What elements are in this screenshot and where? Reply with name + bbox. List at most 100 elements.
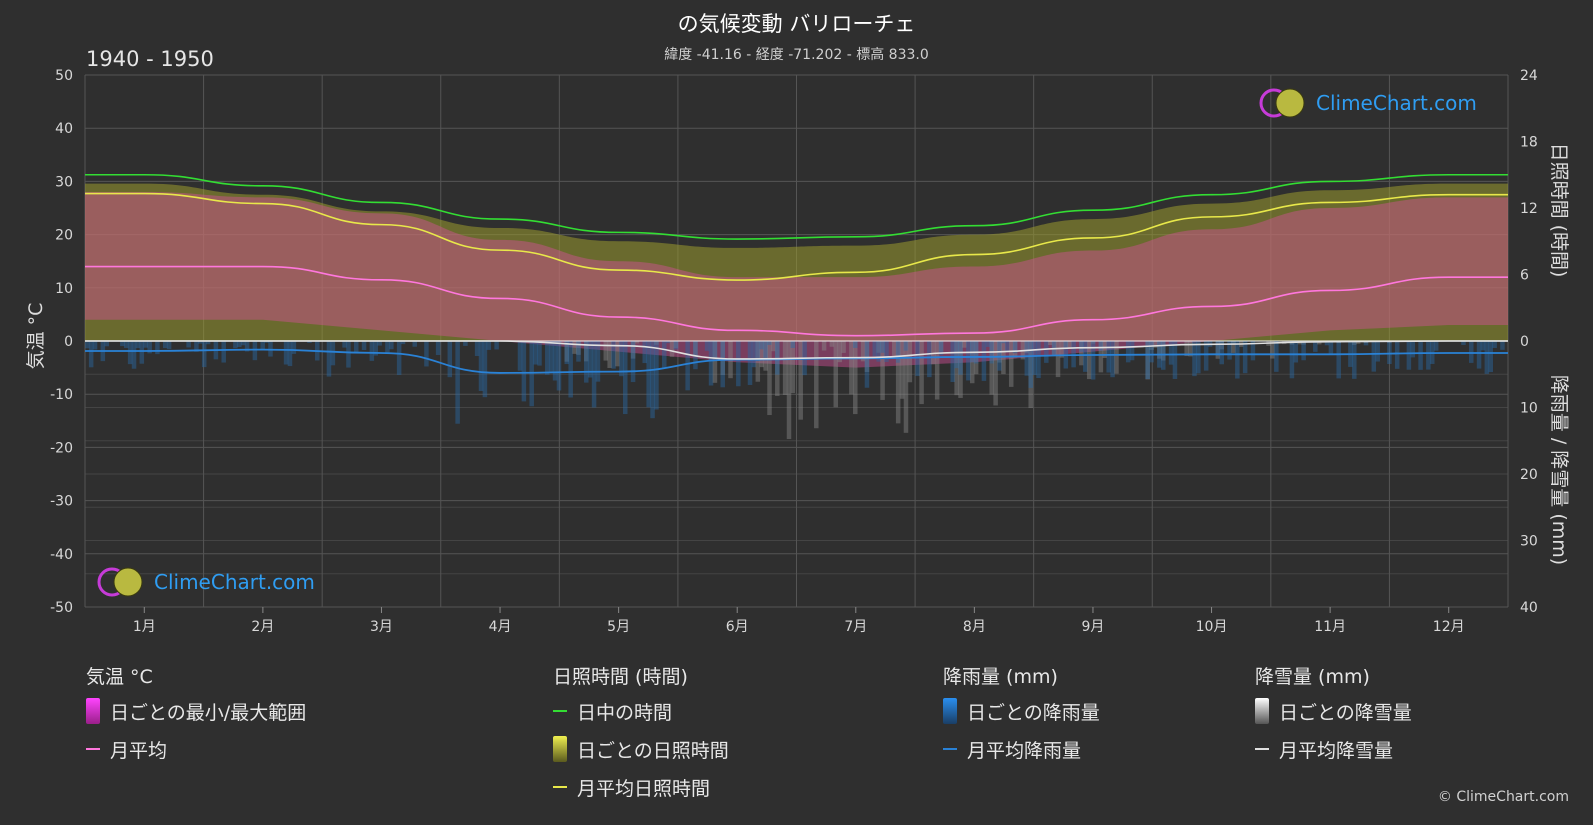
daily-rain-bar bbox=[1418, 341, 1423, 370]
daily-rain-bar bbox=[1488, 341, 1494, 373]
daily-rain-bar bbox=[1363, 341, 1369, 346]
daily-snow-bar bbox=[841, 341, 846, 353]
daily-rain-bar bbox=[1250, 341, 1256, 361]
daily-snow-bar bbox=[775, 341, 780, 396]
daily-rain-bar bbox=[775, 341, 780, 375]
daily-rain-bar bbox=[685, 341, 690, 391]
daily-rain-bar bbox=[997, 341, 1002, 371]
legend-sunshine: 日照時間 (時間) 日中の時間 日ごとの日照時間 月平均日照時間 bbox=[553, 662, 729, 812]
daily-snow-bar bbox=[771, 341, 776, 352]
daily-rain-bar bbox=[186, 341, 191, 348]
daily-snow-bar bbox=[1063, 341, 1069, 347]
daily-rain-bar bbox=[1098, 341, 1104, 351]
legend-label: 日ごとの降雨量 bbox=[967, 701, 1100, 724]
logo-top[interactable]: ClimeChart.com bbox=[1258, 86, 1477, 120]
daily-rain-bar bbox=[92, 341, 98, 350]
daily-snow-bar bbox=[954, 341, 959, 396]
daily-rain-bar bbox=[650, 341, 655, 419]
daily-rain-bar bbox=[880, 341, 885, 353]
temp-range-swatch bbox=[86, 698, 100, 724]
daily-rain-bar bbox=[665, 341, 671, 344]
legend-item-daily-rain: 日ごとの降雨量 bbox=[943, 698, 1100, 724]
daily-rain-bar bbox=[1079, 341, 1084, 352]
daily-rain-bar bbox=[521, 341, 527, 402]
daily-snow-bar bbox=[1102, 341, 1108, 358]
daily-snow-bar bbox=[1270, 341, 1275, 359]
daily-snow-bar bbox=[603, 341, 609, 361]
daily-snow-bar bbox=[607, 341, 612, 368]
daily-rain-bar bbox=[155, 341, 160, 355]
snow-avg-swatch bbox=[1255, 748, 1269, 750]
daily-rain-bar bbox=[1235, 341, 1240, 379]
daily-snow-swatch bbox=[1255, 698, 1269, 724]
daily-snow-bar bbox=[1153, 341, 1158, 348]
logo-bottom[interactable]: ClimeChart.com bbox=[96, 565, 315, 599]
daily-sunshine-swatch bbox=[553, 736, 567, 762]
month-label: 8月 bbox=[963, 619, 986, 635]
daily-snow-bar bbox=[1090, 341, 1096, 344]
daily-snow-bar bbox=[853, 341, 858, 415]
daily-rain-bar bbox=[221, 341, 226, 363]
legend-label: 月平均降雨量 bbox=[967, 739, 1082, 762]
daily-rain-bar bbox=[330, 341, 336, 366]
daily-rain-bar bbox=[1005, 341, 1010, 353]
daily-rain-bar bbox=[646, 341, 651, 408]
daily-rain-bar bbox=[1480, 341, 1486, 351]
right-tick-label-sunshine: 12 bbox=[1520, 201, 1538, 217]
daily-snow-bar bbox=[1352, 341, 1357, 345]
daily-rain-swatch bbox=[943, 698, 957, 724]
legend-label: 日中の時間 bbox=[577, 701, 673, 724]
right-tick-label-precipitation: 40 bbox=[1520, 600, 1538, 616]
right-axis-label-sunshine: 日照時間 (時間) bbox=[1548, 143, 1570, 278]
daily-rain-bar bbox=[533, 341, 538, 365]
daily-rain-bar bbox=[1090, 341, 1096, 380]
daily-rain-bar bbox=[1324, 341, 1330, 346]
daily-rain-bar bbox=[104, 341, 109, 347]
right-tick-label-sunshine: 18 bbox=[1520, 135, 1538, 151]
daily-rain-bar bbox=[198, 341, 203, 344]
daily-rain-bar bbox=[1469, 341, 1474, 363]
legend-title-sunshine: 日照時間 (時間) bbox=[553, 666, 688, 688]
daily-rain-bar bbox=[1192, 341, 1197, 377]
legend-item-daylight: 日中の時間 bbox=[553, 698, 729, 724]
daily-rain-bar bbox=[872, 341, 878, 357]
daily-snow-bar bbox=[1012, 341, 1018, 358]
daily-rain-bar bbox=[712, 341, 718, 359]
daily-sunshine-area bbox=[85, 183, 1508, 341]
daily-rain-bar bbox=[377, 341, 382, 346]
daily-rain-bar bbox=[556, 341, 562, 391]
daily-rain-bar bbox=[162, 341, 168, 349]
right-tick-label-precipitation: 20 bbox=[1520, 467, 1538, 483]
daily-rain-bar bbox=[545, 341, 550, 375]
daily-snow-bar bbox=[962, 341, 967, 348]
daily-snow-bar bbox=[1008, 341, 1014, 387]
daily-rain-bar bbox=[576, 341, 581, 362]
daily-snow-bar bbox=[1055, 341, 1061, 378]
daily-rain-bar bbox=[1371, 341, 1377, 372]
legend-item-daily-snow: 日ごとの降雪量 bbox=[1255, 698, 1412, 724]
left-tick-label: -30 bbox=[50, 494, 73, 510]
logo-text: ClimeChart.com bbox=[154, 570, 315, 594]
daily-rain-bar bbox=[1433, 341, 1439, 351]
daily-rain-bar bbox=[252, 341, 258, 361]
daily-snow-bar bbox=[767, 341, 772, 416]
daily-rain-bar bbox=[455, 341, 460, 424]
legend-item-rain-avg: 月平均降雨量 bbox=[943, 736, 1100, 762]
daily-rain-bar bbox=[369, 341, 375, 361]
left-tick-label: -40 bbox=[50, 547, 73, 563]
daily-rain-bar bbox=[587, 341, 593, 378]
daily-rain-bar bbox=[205, 341, 211, 345]
daily-snow-bar bbox=[1161, 341, 1166, 361]
daily-snow-bar bbox=[938, 341, 944, 352]
daily-snow-bar bbox=[993, 341, 998, 406]
month-label: 5月 bbox=[607, 619, 630, 635]
daily-rain-bar bbox=[1387, 341, 1392, 365]
daily-rain-bar bbox=[283, 341, 289, 365]
daily-snow-bar bbox=[755, 341, 761, 382]
daily-rain-bar bbox=[1461, 341, 1466, 345]
left-axis-label: 気温 °C bbox=[25, 303, 47, 370]
daily-rain-bar bbox=[342, 341, 347, 348]
daily-rain-bar bbox=[1293, 341, 1299, 363]
legend-rain: 降雨量 (mm) 日ごとの降雨量 月平均降雨量 bbox=[943, 662, 1100, 774]
daily-rain-bar bbox=[747, 341, 753, 385]
